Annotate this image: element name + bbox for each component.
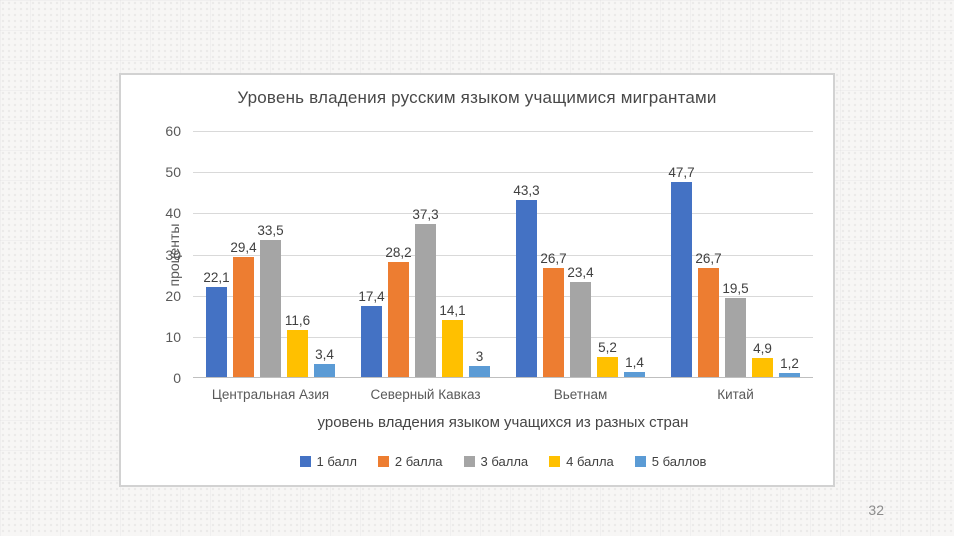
bar-value-label: 17,4 (358, 289, 385, 305)
bar-cluster: 22,1 29,4 33,5 11,6 3,4 (193, 131, 348, 378)
plot-area: 22,1 29,4 33,5 11,6 3,4 17,4 28,2 37,3 14,1 3 43,3… (193, 131, 813, 378)
bar-value-label: 33,5 (257, 223, 284, 239)
bar-value-label: 11,6 (284, 313, 311, 329)
legend-label: 4 балла (566, 454, 614, 469)
legend-swatch (377, 456, 389, 467)
category-label: Вьетнам (553, 387, 608, 402)
bar: 43,3 (513, 183, 540, 378)
bar: 14,1 (439, 303, 466, 378)
bar-value-label: 3 (475, 348, 484, 364)
bar-cluster: 43,3 26,7 23,4 5,2 1,4 (503, 131, 658, 378)
bar: 3,4 (314, 347, 335, 378)
bar: 11,6 (285, 313, 310, 378)
legend-label: 2 балла (394, 454, 443, 469)
category-label: Центральная Азия (211, 387, 330, 402)
bar-cluster: 17,4 28,2 37,3 14,1 3 (348, 131, 503, 378)
x-axis-line (193, 377, 813, 378)
gridline (193, 172, 813, 174)
chart-panel: Уровень владения русским языком учащимис… (119, 73, 835, 487)
bar: 1,4 (624, 355, 645, 378)
bar-value-label: 47,7 (668, 164, 695, 180)
bar: 47,7 (668, 165, 695, 378)
slide-page-number: 32 (868, 502, 884, 518)
bar: 1,2 (779, 356, 800, 378)
y-tick-label: 10 (165, 328, 181, 345)
bar: 3 (469, 349, 490, 378)
legend-swatch (299, 456, 311, 467)
bar-value-label: 4,9 (753, 340, 772, 356)
y-tick-label: 60 (165, 123, 181, 139)
legend-label: 1 балл (316, 454, 357, 469)
bar: 22,1 (203, 270, 230, 378)
bar: 4,9 (752, 341, 773, 378)
legend-label: 5 баллов (651, 454, 707, 469)
bar-value-label: 14,1 (439, 302, 466, 318)
gridline (193, 254, 813, 256)
bar: 26,7 (540, 251, 567, 378)
legend-item: 1 балл (299, 454, 357, 469)
gridline (193, 131, 813, 132)
bar-value-label: 28,2 (385, 244, 412, 260)
legend-label: 3 балла (480, 454, 529, 469)
bar: 37,3 (412, 207, 439, 378)
bar-value-label: 1,2 (780, 356, 799, 372)
bar: 29,4 (230, 240, 257, 378)
legend-item: 4 балла (549, 454, 614, 469)
bar-value-label: 22,1 (203, 270, 230, 286)
chart-legend: 1 балл 2 балла 3 балла 4 балла 5 баллов (193, 454, 813, 469)
legend-item: 5 баллов (634, 454, 707, 469)
bar-value-label: 5,2 (598, 339, 617, 355)
y-tick-label: 30 (165, 246, 181, 263)
bar-value-label: 23,4 (567, 264, 594, 280)
bar-value-label: 43,3 (513, 182, 540, 198)
bar-cluster: 47,7 26,7 19,5 4,9 1,2 (658, 131, 813, 378)
bar-value-label: 19,5 (722, 280, 749, 296)
gridline (193, 295, 813, 297)
y-tick-label: 20 (165, 287, 181, 304)
category-label: Китай (717, 387, 754, 402)
bar: 33,5 (257, 223, 284, 378)
legend-swatch (463, 456, 475, 467)
bar: 28,2 (385, 245, 412, 378)
y-tick-label: 50 (165, 164, 181, 181)
chart-title: Уровень владения русским языком учащимис… (237, 88, 717, 107)
bar: 23,4 (567, 265, 594, 378)
legend-item: 3 балла (463, 454, 529, 469)
legend-swatch (549, 456, 561, 467)
gridline (193, 213, 813, 215)
bar-value-label: 26,7 (540, 251, 567, 267)
bar-value-label: 37,3 (412, 207, 439, 223)
legend-item: 2 балла (377, 454, 443, 469)
bar-value-label: 29,4 (230, 239, 257, 255)
x-axis-title: уровень владения языком учащихся из разн… (317, 414, 689, 431)
bar-value-label: 26,7 (695, 251, 722, 267)
bar: 5,2 (597, 340, 618, 378)
bar: 17,4 (358, 289, 385, 378)
category-axis-labels: Центральная Азия Северный Кавказ Вьетнам Ки… (193, 387, 813, 402)
gridline (193, 336, 813, 338)
category-label: Северный Кавказ (370, 387, 481, 402)
bar: 19,5 (722, 281, 749, 378)
y-tick-label: 40 (165, 205, 181, 222)
y-tick-label: 0 (173, 370, 181, 386)
bar-clusters: 22,1 29,4 33,5 11,6 3,4 17,4 28,2 37,3 14,1 3 43,3… (193, 131, 813, 378)
bar-value-label: 1,4 (625, 355, 644, 371)
bar: 26,7 (695, 251, 722, 378)
bar-value-label: 3,4 (315, 347, 334, 363)
legend-swatch (634, 456, 646, 467)
